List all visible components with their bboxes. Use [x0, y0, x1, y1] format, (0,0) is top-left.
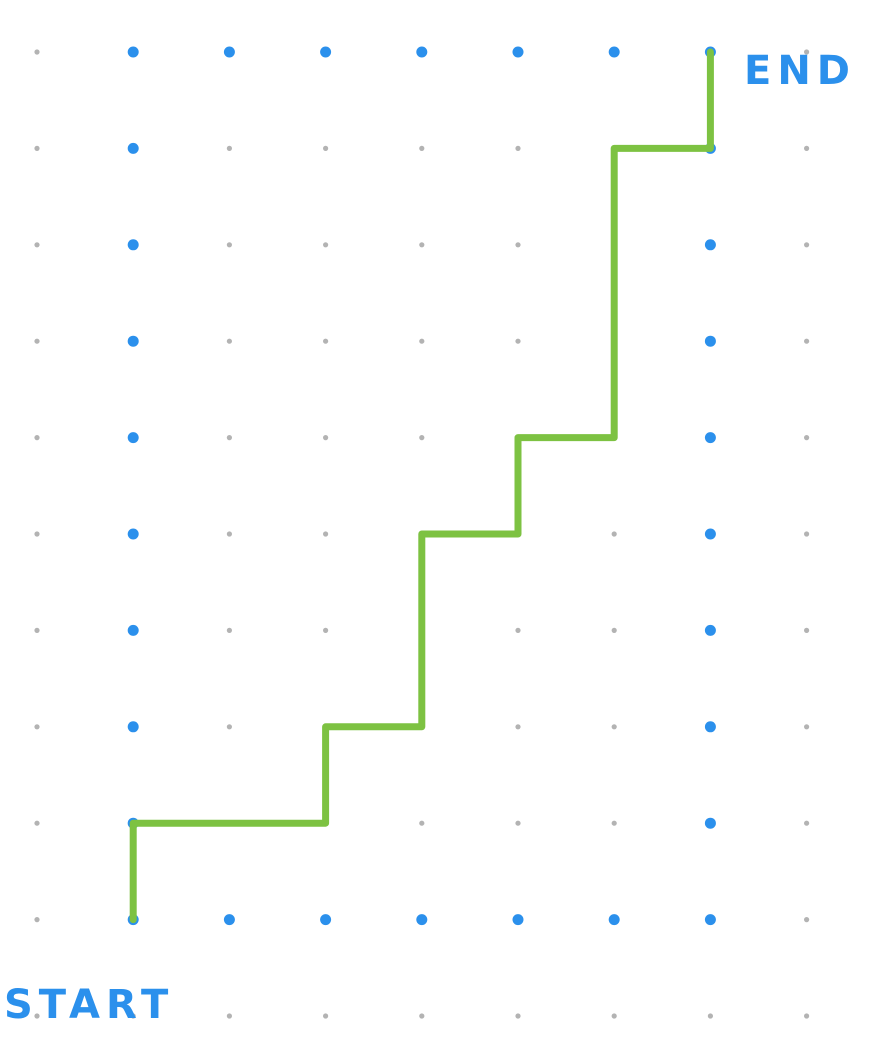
grid-dot: [419, 145, 425, 151]
boundary-dot: [704, 432, 716, 444]
grid-dot: [34, 820, 40, 826]
end-label: END: [744, 48, 857, 94]
start-label: START: [4, 982, 175, 1028]
boundary-dot: [127, 46, 139, 58]
boundary-dot: [127, 624, 139, 636]
grid-dot: [515, 724, 521, 730]
grid-dot: [34, 435, 40, 441]
boundary-dot: [127, 142, 139, 154]
grid-dot: [226, 145, 232, 151]
boundary-dot: [704, 335, 716, 347]
boundary-dot: [704, 721, 716, 733]
boundary-dot: [223, 914, 235, 926]
boundary-dot: [416, 914, 428, 926]
grid-dot: [323, 531, 329, 537]
grid-dot: [804, 627, 810, 634]
boundary-dot: [704, 624, 716, 636]
boundary-dot: [127, 721, 139, 733]
grid-dot: [804, 1013, 810, 1019]
grid-dot: [226, 242, 232, 248]
grid-dot: [226, 435, 232, 441]
boundary-dot: [704, 914, 716, 926]
boundary-dot: [127, 528, 139, 540]
grid-dot: [804, 531, 810, 537]
grid-dot: [707, 1013, 714, 1019]
grid-dot: [611, 531, 617, 537]
boundary-dot: [512, 914, 524, 926]
boundary-dot: [320, 46, 332, 58]
boundary-dot: [608, 914, 620, 926]
grid-dot: [804, 338, 810, 344]
boundary-dot: [127, 239, 139, 251]
grid-dot: [323, 1013, 329, 1019]
grid-dot: [419, 242, 425, 248]
boundary-dot: [704, 239, 716, 251]
grid-dot: [323, 338, 329, 344]
grid-dot: [323, 145, 329, 151]
grid-dot: [419, 435, 425, 441]
grid-dot: [226, 1013, 232, 1019]
grid-dot: [34, 627, 40, 634]
boundary-dot: [127, 335, 139, 347]
grid-dot: [34, 338, 40, 344]
boundary-dot: [704, 528, 716, 540]
grid-dot: [226, 724, 232, 730]
grid-dot: [804, 49, 810, 55]
grid-dot: [611, 627, 617, 634]
boundary-dot: [320, 914, 332, 926]
grid-dot: [515, 1013, 521, 1019]
grid-dot: [419, 338, 425, 344]
grid-dot: [34, 724, 40, 730]
staircase-path: [129, 48, 714, 924]
grid-dot: [804, 435, 810, 441]
grid-dot: [323, 627, 329, 634]
grid-dot: [34, 1013, 40, 1019]
grid-dot: [226, 338, 232, 344]
grid-dot: [611, 724, 617, 730]
grid-dot: [515, 242, 521, 248]
grid-dot: [611, 1013, 617, 1019]
grid-dot: [804, 820, 810, 826]
grid-dot: [419, 1013, 425, 1019]
grid-dots: [34, 46, 810, 1019]
grid-dot: [611, 820, 617, 826]
grid-dot: [804, 145, 810, 151]
boundary-dot: [127, 432, 139, 444]
grid-dot: [804, 242, 810, 248]
grid-dot: [34, 917, 40, 923]
grid-dot: [130, 1013, 136, 1019]
grid-dot: [226, 627, 232, 634]
boundary-dot: [512, 46, 524, 58]
grid-dot: [419, 820, 425, 826]
grid-dot: [515, 627, 521, 634]
grid-dot: [804, 917, 810, 923]
boundary-dot: [608, 46, 620, 58]
boundary-dot: [416, 46, 428, 58]
grid-dot: [34, 145, 40, 151]
boundary-dot: [223, 46, 235, 58]
grid-dot: [804, 724, 810, 730]
grid-dot: [515, 338, 521, 344]
grid-dot: [323, 242, 329, 248]
grid-dot: [34, 531, 40, 537]
grid-dot: [226, 531, 232, 537]
grid-dot: [34, 49, 40, 55]
grid-dot: [323, 435, 329, 441]
boundary-dot: [704, 817, 716, 829]
grid-dot: [515, 820, 521, 826]
grid-dot: [515, 145, 521, 151]
staircase-path-layer: [129, 48, 714, 924]
grid-dot: [34, 242, 40, 248]
